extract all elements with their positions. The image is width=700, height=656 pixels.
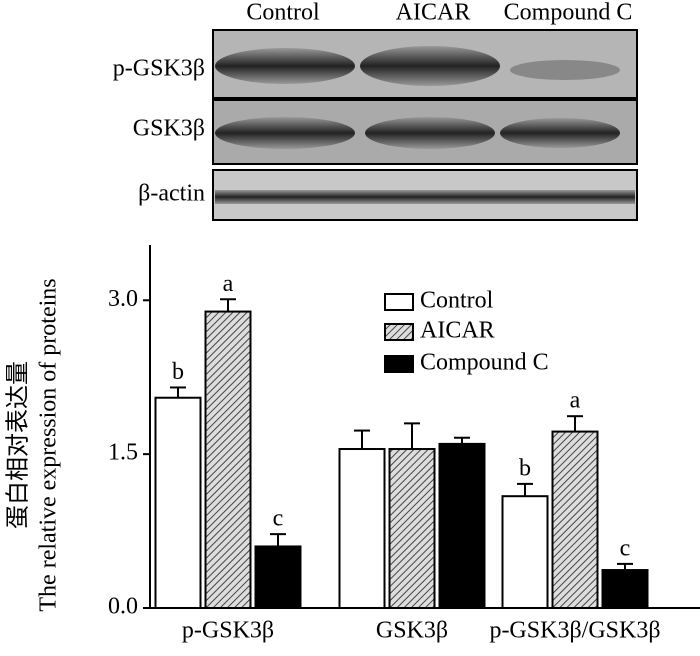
blot: Control AICAR Compound C p-GSK3β GSK3β β…: [113, 0, 638, 221]
bar: [254, 545, 302, 610]
row-label: p-GSK3β: [113, 56, 205, 82]
bar: [501, 495, 549, 609]
y-axis-label: 蛋白相对表达量: [5, 361, 32, 529]
x-tick-label: p-GSK3β/GSK3β: [489, 618, 660, 644]
blot-band: [510, 60, 620, 80]
bar: [388, 448, 436, 609]
significance-letter: b: [519, 455, 531, 481]
significance-letter: c: [273, 506, 284, 532]
blot-band: [215, 190, 635, 204]
lane-label: Compound C: [504, 0, 633, 26]
blot-band: [215, 48, 355, 84]
bar: [204, 310, 252, 609]
lane-label: AICAR: [396, 0, 471, 26]
bar: [551, 430, 599, 609]
significance-letter: a: [223, 271, 234, 297]
y-tick-label: 3.0: [108, 286, 138, 312]
lane-label: Control: [246, 0, 320, 26]
legend-label: AICAR: [420, 318, 495, 344]
bar: [338, 448, 386, 609]
legend-swatch: [384, 355, 414, 373]
legend-label: Compound C: [420, 350, 549, 376]
blot-band: [215, 117, 355, 149]
significance-letter: c: [620, 535, 631, 561]
y-axis-label: The relative expression of proteins: [36, 278, 62, 611]
legend-swatch: [384, 323, 414, 341]
bar: [438, 442, 486, 609]
bar: [601, 569, 649, 610]
legend-swatch: [384, 293, 414, 311]
significance-letter: b: [172, 359, 184, 385]
row-label: GSK3β: [133, 116, 205, 142]
x-tick-label: p-GSK3β: [182, 618, 274, 644]
y-tick-label: 0.0: [108, 594, 138, 620]
significance-letter: a: [570, 388, 581, 414]
x-tick-label: GSK3β: [376, 618, 448, 644]
bar: [154, 396, 202, 609]
blot-band: [500, 118, 620, 148]
blot-band: [365, 117, 495, 149]
legend-label: Control: [420, 288, 494, 314]
blot-band: [360, 46, 500, 86]
y-tick-label: 1.5: [108, 440, 138, 466]
row-label: β-actin: [138, 181, 205, 207]
